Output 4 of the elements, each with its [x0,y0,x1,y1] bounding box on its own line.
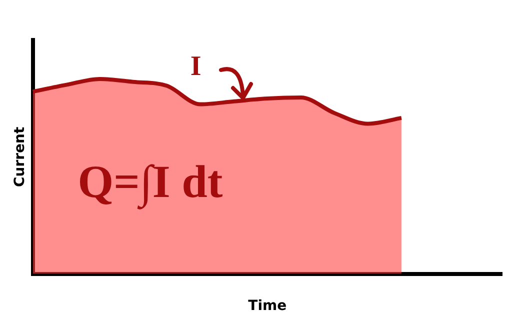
annotation: I [190,51,202,82]
annotation: Q=∫I dt [78,156,224,210]
x-axis-title: Time [248,298,287,314]
y-axis-title: Current [12,126,28,188]
